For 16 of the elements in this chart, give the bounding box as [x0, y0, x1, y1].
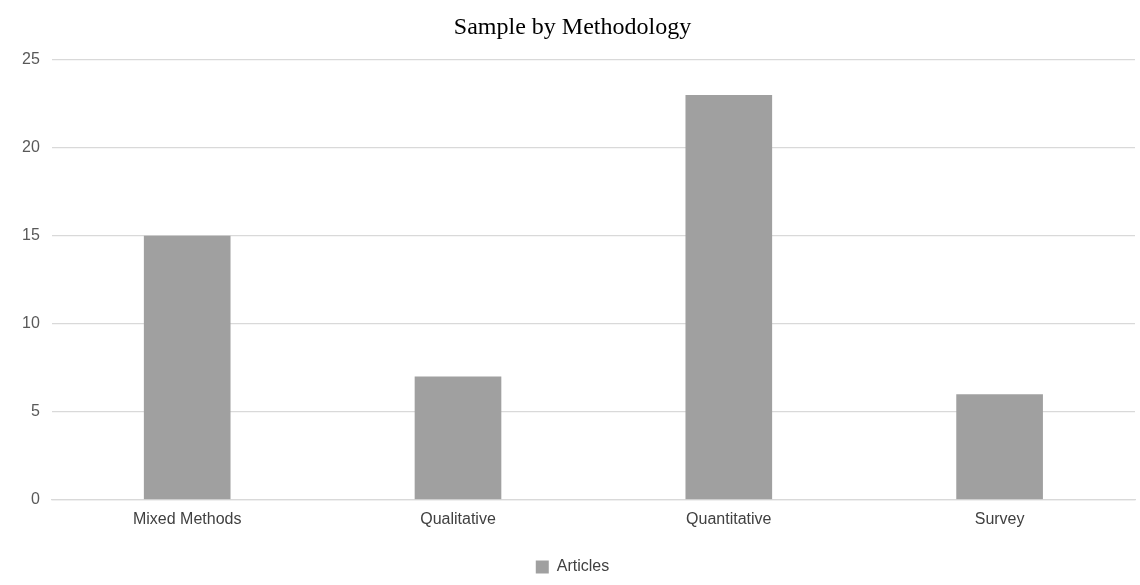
legend-label: Articles [556, 557, 610, 575]
x-tick-label: Qualitative [420, 509, 496, 527]
x-tick-label: Mixed Methods [132, 509, 242, 527]
bar [685, 95, 773, 500]
y-tick-label: 5 [30, 402, 40, 420]
bar [956, 394, 1043, 500]
y-tick-label: 25 [22, 50, 40, 68]
bar [414, 376, 502, 500]
y-tick-label: 15 [22, 226, 40, 244]
chart-title: Sample by Methodology [453, 12, 692, 39]
y-tick-label: 0 [30, 490, 40, 508]
x-tick-label: Survey [974, 509, 1025, 527]
x-tick-label: Quantitative [686, 509, 772, 527]
y-tick-label: 10 [22, 314, 40, 332]
bar [143, 235, 231, 500]
y-tick-label: 20 [22, 138, 40, 156]
